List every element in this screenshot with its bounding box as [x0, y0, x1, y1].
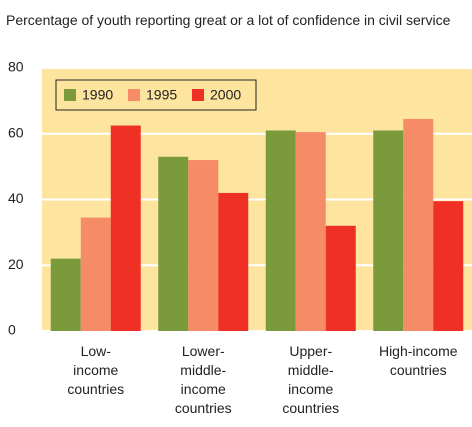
y-tick-label: 60 [8, 124, 24, 140]
bar [158, 156, 189, 331]
legend-label: 2000 [210, 87, 241, 103]
y-tick-label: 0 [8, 322, 16, 338]
legend-swatch [64, 89, 76, 101]
legend-swatch [192, 89, 204, 101]
bar [373, 130, 404, 331]
bar [218, 192, 249, 331]
bar [110, 125, 141, 331]
bar [295, 132, 326, 331]
x-tick-label: High-income countries [378, 343, 458, 378]
legend-swatch [128, 89, 140, 101]
bar [50, 258, 81, 331]
bar [325, 225, 356, 331]
bar [433, 201, 464, 331]
y-tick-label: 40 [8, 190, 24, 206]
legend-box [55, 79, 257, 111]
legend-label: 1990 [82, 87, 113, 103]
x-tick-label: Upper- middle- income countries [282, 343, 340, 416]
chart-title: Percentage of youth reporting great or a… [6, 12, 451, 28]
bar [265, 130, 296, 331]
bar [403, 118, 434, 331]
bar [188, 160, 219, 331]
y-tick-label: 20 [8, 256, 24, 272]
bar [80, 217, 111, 331]
y-tick-label: 80 [8, 59, 24, 75]
x-tick-label: Lower- middle- income countries [174, 343, 232, 416]
x-tick-label: Low- income countries [67, 343, 125, 397]
legend-label: 1995 [146, 87, 177, 103]
